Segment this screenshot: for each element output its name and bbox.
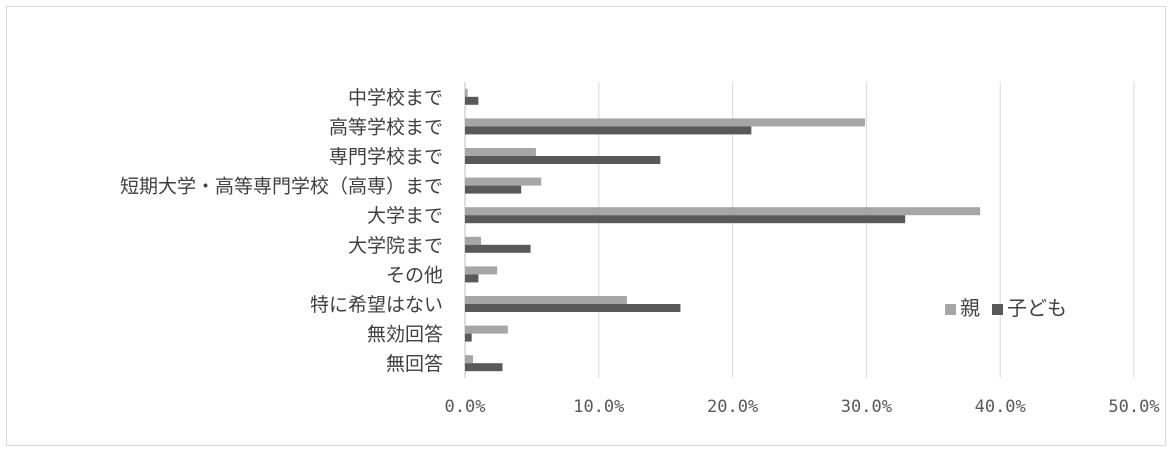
bar-child — [465, 244, 531, 253]
bar-child — [465, 126, 752, 135]
bar-parent — [465, 88, 468, 97]
legend-label-parent: 親 — [960, 296, 980, 320]
bar-parent — [465, 296, 627, 304]
category-label: その他 — [386, 264, 443, 286]
bar-child — [465, 185, 522, 194]
x-tick-label: 30.0% — [841, 397, 892, 417]
category-label: 短期大学・高等専門学校（高専）まで — [120, 176, 443, 198]
bar-child — [465, 274, 479, 283]
category-label: 大学まで — [367, 205, 443, 227]
bar-parent — [465, 207, 981, 216]
category-label: 無回答 — [386, 353, 443, 375]
legend-swatch-child — [992, 304, 1003, 315]
x-tick-label: 40.0% — [975, 397, 1026, 417]
x-tick-label: 10.0% — [573, 397, 624, 417]
bar-parent — [465, 236, 482, 245]
bar-child — [465, 156, 661, 164]
legend-swatch-parent — [945, 304, 956, 315]
category-label: 中学校まで — [348, 87, 443, 109]
category-label: 特に希望はない — [310, 294, 443, 316]
bar-child — [465, 96, 479, 105]
category-label: 大学院まで — [348, 235, 443, 257]
bar-child — [465, 333, 472, 342]
bar-parent — [465, 355, 474, 364]
category-label: 高等学校まで — [329, 116, 443, 138]
bar-child — [465, 363, 503, 372]
bar-parent — [465, 325, 508, 334]
category-label: 専門学校まで — [329, 146, 443, 168]
legend-label-child: 子ども — [1007, 296, 1067, 320]
bar-parent — [465, 177, 542, 186]
bar-parent — [465, 148, 536, 156]
x-tick-label: 20.0% — [707, 397, 758, 417]
bar-child — [465, 304, 681, 312]
chart-frame — [6, 6, 1166, 446]
bar-parent — [465, 266, 498, 275]
category-label: 無効回答 — [367, 324, 443, 346]
x-tick-label: 50.0% — [1108, 397, 1159, 417]
bar-child — [465, 215, 906, 224]
x-tick-label: 0.0% — [445, 397, 486, 417]
bar-parent — [465, 118, 866, 127]
